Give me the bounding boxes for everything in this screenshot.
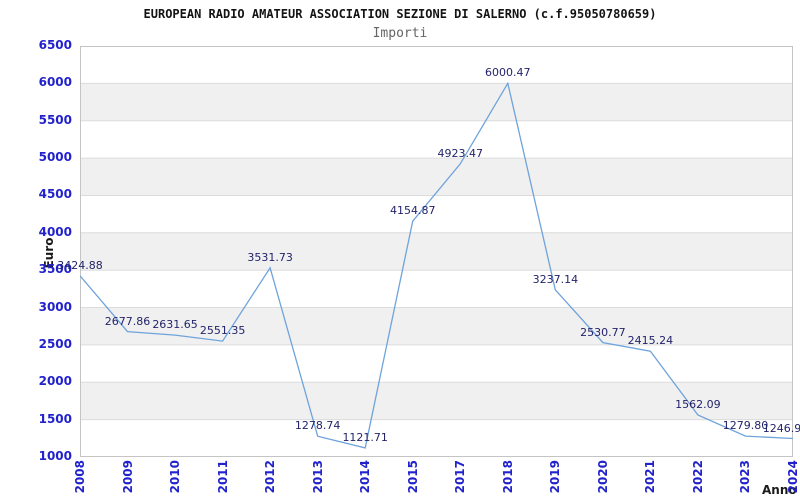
y-tick-label: 6000 bbox=[38, 75, 72, 90]
grid-band bbox=[80, 46, 793, 84]
x-tick-label: 2015 bbox=[405, 460, 420, 494]
y-tick-label: 6500 bbox=[38, 38, 72, 52]
y-tick-label: 5000 bbox=[38, 150, 72, 165]
x-tick-label: 2008 bbox=[73, 460, 87, 494]
grid-band bbox=[80, 83, 793, 121]
x-tick-label: 2023 bbox=[738, 460, 753, 494]
point-label: 3237.14 bbox=[532, 272, 579, 286]
x-tick-label: 2022 bbox=[690, 460, 705, 494]
point-label: 1562.09 bbox=[675, 397, 721, 411]
point-label: 6000.47 bbox=[485, 66, 531, 80]
chart-title: EUROPEAN RADIO AMATEUR ASSOCIATION SEZIO… bbox=[143, 7, 657, 21]
point-label: 4154.87 bbox=[389, 204, 436, 218]
y-tick-label: 4000 bbox=[38, 224, 72, 239]
x-tick-label: 2012 bbox=[263, 460, 278, 494]
y-tick-label: 2000 bbox=[38, 374, 72, 389]
point-label: 1121.71 bbox=[342, 430, 388, 444]
plot-border bbox=[80, 46, 793, 457]
y-tick-label: 5500 bbox=[38, 112, 72, 127]
point-label: 3424.88 bbox=[57, 258, 103, 272]
y-tick-label: 3500 bbox=[38, 262, 72, 277]
point-label: 1279.80 bbox=[722, 419, 769, 433]
y-tick-label: 1500 bbox=[38, 411, 72, 426]
point-label: 3531.73 bbox=[247, 250, 293, 264]
point-label: 2551.35 bbox=[199, 324, 246, 338]
x-tick-label: 2018 bbox=[500, 460, 515, 494]
point-label: 2677.86 bbox=[104, 314, 151, 328]
x-tick-label: 2014 bbox=[358, 460, 373, 494]
point-label: 1278.74 bbox=[294, 419, 341, 433]
x-tick-label: 2024 bbox=[786, 460, 800, 494]
grid-band bbox=[80, 232, 793, 271]
grid-band bbox=[80, 120, 793, 159]
x-tick-label: 2011 bbox=[215, 460, 230, 494]
x-axis-title: Anno bbox=[762, 483, 797, 497]
grid-band bbox=[80, 158, 793, 196]
point-label: 1246.9 bbox=[762, 421, 800, 435]
y-tick-label: 1000 bbox=[38, 449, 72, 463]
y-tick-label: 4500 bbox=[38, 187, 72, 202]
point-label: 2530.77 bbox=[580, 325, 626, 339]
x-tick-label: 2013 bbox=[310, 460, 325, 494]
x-tick-label: 2009 bbox=[120, 460, 135, 494]
line-chart-svg bbox=[79, 45, 794, 458]
chart-subtitle: Importi bbox=[372, 26, 428, 41]
plot-area bbox=[79, 45, 794, 458]
grid-band bbox=[80, 419, 793, 457]
x-tick-label: 2019 bbox=[548, 460, 563, 494]
grid-band bbox=[80, 382, 793, 420]
y-tick-label: 3000 bbox=[38, 299, 72, 314]
x-tick-label: 2020 bbox=[595, 460, 610, 494]
x-tick-label: 2021 bbox=[643, 460, 658, 494]
point-label: 4923.47 bbox=[437, 146, 484, 160]
grid-band bbox=[80, 270, 793, 308]
x-tick-label: 2010 bbox=[168, 460, 183, 494]
point-label: 2415.24 bbox=[627, 334, 674, 348]
y-tick-label: 2500 bbox=[38, 336, 72, 351]
data-line bbox=[79, 81, 794, 449]
grid-band bbox=[80, 195, 793, 233]
point-label: 2631.65 bbox=[152, 318, 198, 332]
grid-band bbox=[80, 344, 793, 383]
x-tick-label: 2017 bbox=[453, 460, 468, 494]
